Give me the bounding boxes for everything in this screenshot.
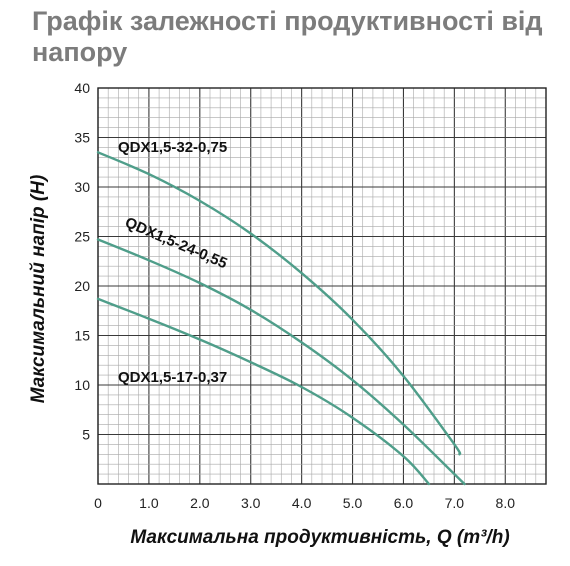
- chart-title: Графік залежності продуктивності від нап…: [32, 6, 543, 67]
- series-label: QDX1,5-17-0,37: [118, 369, 227, 386]
- y-tick-label: 5: [82, 427, 90, 443]
- series-label: QDX1,5-32-0,75: [118, 139, 227, 156]
- tick-labels: 0 1.0 2.0 3.0 4.0 5.0 6.0 7.0 8.0 5 10 15 20 25 30 35 40: [74, 80, 515, 511]
- series-labels: QDX1,5-32-0,75QDX1,5-24-0,55QDX1,5-17-0,…: [118, 139, 230, 386]
- x-tick-label: 3.0: [241, 495, 261, 511]
- y-tick-label: 20: [74, 278, 90, 294]
- plot-frame: [97, 87, 547, 485]
- series-curve: [96, 297, 431, 486]
- x-tick-label: 7.0: [445, 495, 465, 511]
- x-tick-label: 2.0: [190, 495, 210, 511]
- x-tick-label: 6.0: [394, 495, 414, 511]
- x-tick-label: 0: [94, 495, 102, 511]
- series-curve: [96, 238, 466, 486]
- y-tick-label: 30: [74, 179, 90, 195]
- x-tick-label: 1.0: [139, 495, 159, 511]
- y-axis-title: Максимальний напір (Н): [28, 175, 49, 404]
- x-axis-title: Максимальна продуктивність, Q (m³/h): [130, 527, 509, 548]
- grid: [97, 87, 547, 485]
- curves: [96, 151, 466, 486]
- x-tick-label: 8.0: [496, 495, 516, 511]
- x-tick-label: 4.0: [292, 495, 312, 511]
- y-tick-label: 40: [74, 80, 90, 96]
- y-tick-label: 15: [74, 328, 90, 344]
- y-tick-label: 25: [74, 229, 90, 245]
- x-tick-label: 5.0: [343, 495, 363, 511]
- y-tick-label: 10: [74, 377, 90, 393]
- y-tick-label: 35: [74, 130, 90, 146]
- series-curve: [96, 151, 462, 456]
